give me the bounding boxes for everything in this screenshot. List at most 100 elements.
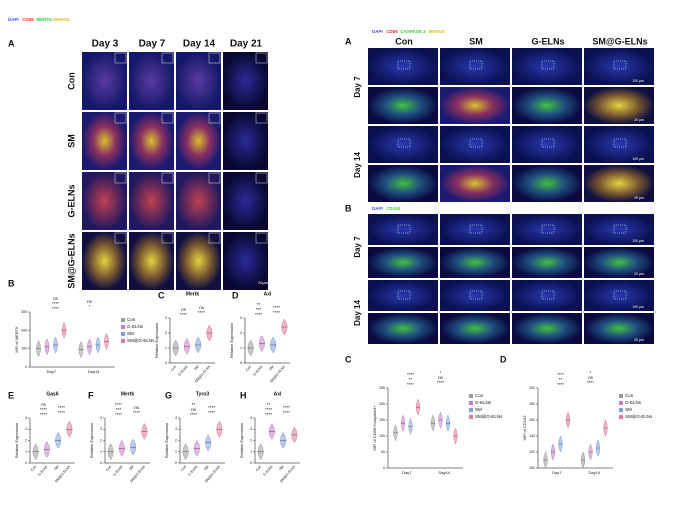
significance: *** <box>256 307 262 312</box>
row-label: G-ELNs <box>66 184 76 217</box>
significance: **** <box>115 402 122 407</box>
significance: ** <box>192 402 196 407</box>
significance: **** <box>255 312 262 317</box>
micrograph <box>368 87 438 124</box>
micrograph <box>176 52 221 110</box>
significance: **** <box>40 412 47 417</box>
inset <box>255 112 268 124</box>
significance: **** <box>273 305 280 310</box>
legend-swatch <box>619 394 623 398</box>
column-header: Day 7 <box>139 39 166 50</box>
legend-label: Con <box>475 393 484 398</box>
micrograph <box>584 280 654 311</box>
legend-label: G-ELNs <box>475 400 492 405</box>
y-tick-label: 0 <box>383 466 385 470</box>
y-tick-label: 0 <box>240 361 242 365</box>
panel-label: A <box>8 38 15 48</box>
y-tick-label: 200 <box>21 328 27 332</box>
chart-title: Mertk <box>186 291 200 297</box>
legend-swatch <box>469 401 473 405</box>
panel-label: G <box>165 390 172 400</box>
inset <box>114 52 127 64</box>
row-label: Day 7 <box>353 76 362 98</box>
x-tick-label: Day7 <box>402 470 412 475</box>
panel-label: B <box>345 203 352 213</box>
significance: **** <box>273 310 280 315</box>
micrograph <box>82 232 127 290</box>
panel-label: D <box>500 354 507 364</box>
y-tick-label: 4 <box>250 416 252 420</box>
y-tick-label: 4 <box>25 416 27 420</box>
significance: **** <box>437 380 444 385</box>
y-tick-label: 1 <box>250 450 252 454</box>
x-tick-label: SM <box>278 465 284 472</box>
inset <box>161 172 174 184</box>
significance: **** <box>265 412 272 417</box>
micrograph <box>368 126 438 163</box>
column-header: SM@G-ELNs <box>592 36 647 46</box>
y-tick-label: 4 <box>175 416 177 420</box>
roi-box <box>469 224 483 234</box>
significance: **** <box>557 382 564 387</box>
y-tick-label: 0 <box>165 361 167 365</box>
y-tick-label: 2 <box>175 438 177 442</box>
legend-swatch <box>619 401 623 405</box>
legend-label: SM <box>127 331 134 336</box>
y-tick-label: 140 <box>529 434 535 438</box>
y-axis-label: Relative Expression <box>154 323 159 358</box>
inset <box>208 232 221 244</box>
micrograph <box>440 247 510 278</box>
legend-label: Con <box>625 393 634 398</box>
row-label: SM <box>66 134 76 148</box>
significance: ** <box>409 377 413 382</box>
inset <box>208 52 221 64</box>
column-header: G-ELNs <box>531 36 564 46</box>
x-tick-label: G-ELNs <box>177 364 188 376</box>
y-tick-label: 2 <box>165 331 167 335</box>
significance: ns <box>191 407 197 412</box>
legend-swatch <box>469 408 473 412</box>
significance: ns <box>134 405 140 410</box>
y-tick-label: 0 <box>100 461 102 465</box>
micrograph <box>129 52 174 110</box>
row-label: Day 14 <box>353 300 362 326</box>
row-label: Day 7 <box>353 236 362 258</box>
y-tick-label: 3 <box>25 427 27 431</box>
x-tick-label: Con <box>255 465 262 473</box>
inset <box>161 232 174 244</box>
significance: ns <box>438 375 444 380</box>
inset <box>161 112 174 124</box>
significance: **** <box>52 306 59 311</box>
x-tick-label: Con <box>30 465 37 473</box>
micrograph <box>176 172 221 230</box>
micrograph <box>512 313 582 344</box>
stain-label: CD163 <box>386 206 401 211</box>
y-tick-label: 0 <box>25 461 27 465</box>
micrograph <box>223 172 268 230</box>
row-label: Day 14 <box>353 152 362 178</box>
chart-title: Mertk <box>121 391 135 397</box>
micrograph <box>368 247 438 278</box>
micrograph <box>129 112 174 170</box>
micrograph <box>368 214 438 245</box>
column-header: Day 3 <box>92 39 119 50</box>
micrograph <box>440 165 510 202</box>
micrograph <box>176 232 221 290</box>
stain-label: MERGE <box>53 17 70 22</box>
scale-bar: 100 μm <box>632 157 644 161</box>
stain-label: CD86 <box>22 17 34 22</box>
micrograph <box>129 172 174 230</box>
micrograph <box>368 165 438 202</box>
significance: ns <box>588 375 594 380</box>
micrograph <box>512 247 582 278</box>
significance: **** <box>283 405 290 410</box>
inset <box>208 172 221 184</box>
x-tick-label: G-ELNs <box>262 464 273 476</box>
roi-box <box>541 224 555 234</box>
panel-label: C <box>345 354 352 364</box>
roi-box <box>469 60 483 70</box>
significance: **** <box>58 410 65 415</box>
micrograph <box>512 165 582 202</box>
y-axis-label: Relative Expression <box>239 423 244 458</box>
